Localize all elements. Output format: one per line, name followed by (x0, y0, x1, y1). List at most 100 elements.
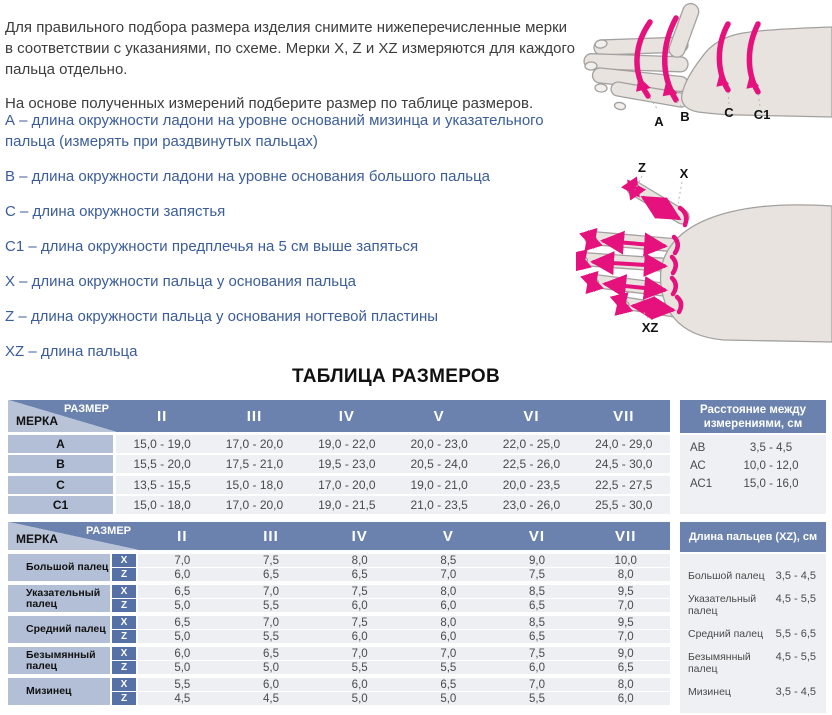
panel-row-label: АВ (690, 442, 706, 454)
table-cell: 15,0 - 18,0 (133, 498, 191, 512)
panel-row-value: 5,5 - 6,5 (775, 628, 816, 640)
table-cell: 17,0 - 20,0 (318, 477, 376, 492)
table-cell: 8,0 (351, 554, 368, 567)
arrowhead (746, 75, 760, 89)
table-cell: 5,0 (174, 599, 191, 612)
panel-row-value: 4,5 - 5,5 (775, 651, 816, 663)
x-row: 5,5 6,0 6,0 6,5 7,0 8,0 (138, 678, 670, 691)
table-cell: 17,0 - 20,0 (225, 436, 284, 451)
table-cell: 15,0 - 19,0 (133, 436, 191, 451)
definition-item-4: С1 – длина окружности предплечья на 5 см… (5, 238, 419, 255)
panel-row-label: Указательный палец (688, 593, 757, 617)
table-cell: 22,5 - 27,5 (595, 477, 653, 492)
definition-item-5: X – длина окружности пальца у основания … (5, 273, 357, 290)
size-column-header-VII: VII (615, 527, 637, 545)
size-table-circumferences: РАЗМЕР МЕРКА II III IV V VI VII А 15,0 - 19,0 1… (8, 400, 670, 514)
finger-group-2: Указательный палец X Z 6,5 7,0 7,5 8,0 8,5 9,5 5,… (8, 585, 670, 612)
panel2-row: Указательный палец 4,5 - 5,5 (688, 593, 816, 617)
table-cell: 6,0 (351, 599, 368, 612)
table-cell: 22,0 - 25,0 (502, 436, 561, 451)
size-column-header-IV: IV (351, 527, 368, 545)
table-cell: 8,5 (440, 554, 457, 567)
arrow-thumb-length (640, 195, 682, 221)
table-cell: 8,5 (529, 616, 546, 629)
finger-label: Мизинец (8, 678, 110, 705)
arrowhead (716, 73, 730, 87)
panel-row-value: 15,0 - 16,0 (743, 478, 799, 490)
table1-corner-cell: РАЗМЕР МЕРКА (8, 400, 116, 432)
panel1-row: АС1 15,0 - 16,0 (690, 478, 816, 496)
table-cell: 6,5 (263, 647, 279, 660)
table-cell: 6,5 (617, 661, 634, 674)
size-column-header-II: II (156, 407, 168, 425)
z-row: 5,0 5,5 6,0 6,0 6,5 7,0 (138, 599, 670, 612)
table-cell: 9,0 (529, 554, 546, 567)
table-cell: 6,0 (440, 599, 457, 612)
table-cell: 5,5 (440, 661, 457, 674)
table-cell: 19,0 - 21,5 (318, 498, 376, 512)
table-cell: 7,0 (351, 647, 368, 660)
corner-size-label: РАЗМЕР (63, 403, 109, 415)
table-cell: 19,5 - 23,0 (318, 457, 376, 471)
panel2-row: Мизинец 3,5 - 4,5 (688, 686, 816, 698)
table-cell: 6,5 (174, 616, 191, 629)
corner-measure-label: МЕРКА (16, 414, 58, 428)
table-cell: 6,5 (529, 630, 546, 643)
panel1-row: АС 10,0 - 12,0 (690, 460, 816, 478)
table-cell: 7,5 (529, 568, 546, 581)
x-row: 6,5 7,0 7,5 8,0 8,5 9,5 (138, 616, 670, 629)
table-cell: 5,5 (263, 630, 279, 643)
arrow-pinky-length (630, 295, 676, 321)
x-chip: X (112, 554, 136, 567)
table-cell: 9,0 (617, 647, 634, 660)
panel2-row: Большой палец 3,5 - 4,5 (688, 570, 816, 582)
x-chip: X (112, 678, 136, 691)
table-cell: 24,5 - 30,0 (595, 457, 653, 471)
table-cell: 5,0 (174, 630, 191, 643)
diagram-label-x: X (680, 166, 689, 181)
finger-label: Большой палец (8, 554, 110, 581)
table-cell: 6,5 (351, 568, 368, 581)
arrowhead (662, 81, 678, 97)
finger-values: 6,5 7,0 7,5 8,0 8,5 9,5 5,0 5,5 6,0 6,0 6,5 7,0 (138, 585, 670, 612)
table-cell: 7,0 (617, 630, 634, 643)
table-cell: 17,0 - 20,0 (225, 498, 284, 512)
table-cell: 22,5 - 26,0 (502, 457, 561, 471)
finger-values: 6,0 6,5 7,0 7,0 7,5 9,0 5,0 5,0 5,5 5,5 6,0 6,5 (138, 647, 670, 674)
table-cell: 5,0 (351, 692, 368, 705)
size-column-header-VI: VI (528, 527, 546, 545)
x-chip: X (112, 616, 136, 629)
corner-measure-label: МЕРКА (16, 532, 58, 546)
table-cell: 6,5 (529, 599, 546, 612)
table-cell: 8,5 (529, 585, 546, 598)
x-chip: X (112, 647, 136, 660)
finger-values: 5,5 6,0 6,0 6,5 7,0 8,0 4,5 4,5 5,0 5,0 5,5 6,0 (138, 678, 670, 705)
diagram-label-z: Z (638, 160, 646, 175)
z-row: 5,0 5,0 5,5 5,5 6,0 6,5 (138, 661, 670, 674)
panel-row-value: 4,5 - 5,5 (775, 593, 816, 605)
intro-paragraph-1: Для правильного подбора размера изделия … (5, 19, 575, 78)
diagram-label-c1: С1 (754, 107, 771, 122)
panel-row-value: 3,5 - 4,5 (775, 570, 816, 582)
z-chip: Z (112, 661, 136, 674)
definition-item-3: С – длина окружности запястья (5, 203, 226, 220)
palm-forearm-shape (659, 204, 832, 343)
hand-circumference-diagram: А В С С1 (583, 2, 832, 129)
size-table-title: ТАБЛИЦА РАЗМЕРОВ (291, 366, 501, 387)
table-cell: 8,0 (617, 568, 634, 581)
x-row: 6,5 7,0 7,5 8,0 8,5 9,5 (138, 585, 670, 598)
table-cell: 6,5 (263, 568, 279, 581)
table-cell: 5,0 (174, 661, 191, 674)
panel2-title: Длина пальцев (XZ), см (680, 522, 826, 552)
intro-paragraph-2: На основе полученных измерений подберите… (5, 95, 534, 112)
table-cell: 17,5 - 21,0 (225, 457, 284, 471)
z-row: 4,5 4,5 5,0 5,0 5,5 6,0 (138, 692, 670, 705)
row-values: 15,5 - 20,0 17,5 - 21,0 19,5 - 23,0 20,5 - … (116, 455, 670, 473)
panel-row-label: Средний палец (688, 628, 764, 640)
finger-length-panel: Длина пальцев (XZ), см Большой палец 3,5 … (680, 522, 826, 713)
row-values: 13,5 - 15,5 15,0 - 18,0 17,0 - 20,0 19,0 - … (116, 475, 670, 494)
table-cell: 8,0 (440, 585, 457, 598)
